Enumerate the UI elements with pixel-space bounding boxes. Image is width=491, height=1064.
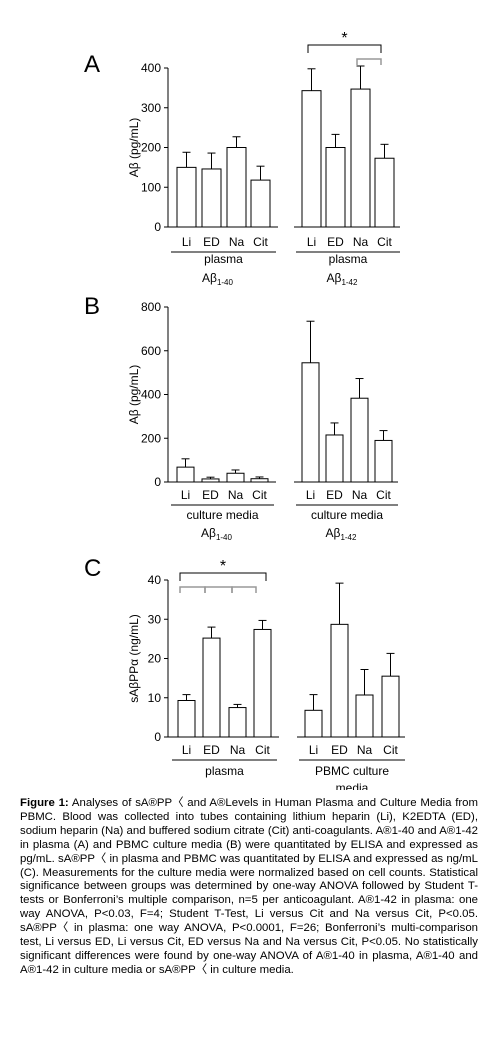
significance-bracket-sub — [231, 586, 257, 593]
y-axis-label: sAβPPα (ng/mL) — [127, 614, 141, 703]
category-label: Na — [228, 488, 244, 502]
y-tick-label: 800 — [141, 300, 161, 314]
y-tick-label: 400 — [141, 61, 161, 75]
bar — [177, 699, 196, 738]
category-label: ED — [331, 743, 348, 757]
category-label: Na — [352, 488, 368, 502]
category-label: Cit — [377, 235, 392, 249]
bar — [381, 675, 400, 738]
category-label: ED — [203, 743, 220, 757]
y-tick-label: 0 — [154, 220, 161, 234]
significance-bracket — [307, 44, 382, 53]
y-axis-label: Aβ (pg/mL) — [127, 118, 141, 178]
significance-bracket-sub — [204, 586, 233, 593]
bar — [176, 166, 197, 228]
y-tick-label: 200 — [141, 431, 161, 445]
category-label: ED — [203, 235, 220, 249]
bar — [301, 362, 320, 483]
group-label: plasma — [205, 764, 244, 778]
bar — [374, 439, 393, 483]
y-axis-label: Aβ (pg/mL) — [127, 365, 141, 425]
group-sublabel-subscript: 1-42 — [341, 278, 358, 287]
category-label: Li — [306, 488, 315, 502]
bar — [330, 623, 349, 738]
bar — [350, 88, 371, 228]
y-tick-label: 300 — [141, 101, 161, 115]
group-label: plasma — [329, 252, 368, 266]
y-tick-label: 400 — [141, 388, 161, 402]
bar — [226, 147, 247, 228]
bar — [201, 478, 220, 483]
caption-text: Analyses of sA®PP〈 and A®Levels in Human… — [20, 797, 478, 976]
bar — [226, 472, 245, 483]
bar — [201, 168, 222, 228]
bar — [325, 147, 346, 228]
category-label: Na — [357, 743, 373, 757]
significance-star: * — [220, 558, 226, 575]
panel-letter: C — [84, 555, 101, 582]
bar — [355, 694, 374, 738]
significance-star: * — [341, 30, 347, 47]
group-sublabel: media — [336, 781, 369, 790]
y-tick-label: 200 — [141, 141, 161, 155]
bar — [374, 157, 395, 228]
group-sublabel: Aβ1-40 — [201, 526, 232, 542]
group-sublabel: Aβ1-42 — [327, 271, 358, 287]
panel-b: B 0 200 400 600 800 Aβ (pg/mL) Li ED Na Cit culture… — [84, 293, 398, 542]
y-tick-label: 600 — [141, 344, 161, 358]
group-sublabel-subscript: 1-40 — [216, 533, 233, 542]
y-tick-label: 100 — [141, 180, 161, 194]
group-sublabel: Aβ1-42 — [326, 526, 357, 542]
bar — [304, 709, 323, 738]
category-label: Cit — [376, 488, 391, 502]
category-label: Li — [182, 743, 191, 757]
panel-a: A 0 100 200 300 400 Aβ (pg/mL) Li ED Na Cit plasma A… — [84, 30, 400, 287]
category-label: Cit — [255, 743, 270, 757]
category-label: Li — [307, 235, 316, 249]
significance-bracket — [179, 572, 267, 581]
group-label: PBMC culture — [315, 764, 389, 778]
y-tick-label: 10 — [148, 691, 162, 705]
panel-c: C 0 10 20 30 40 sAβPPα (ng/mL) Li ED Na Cit plasma L… — [84, 555, 405, 790]
figure-caption: Figure 1: Analyses of sA®PP〈 and A®Level… — [20, 797, 478, 978]
y-tick-label: 20 — [148, 652, 162, 666]
panel-letter: A — [84, 51, 100, 78]
category-label: Cit — [252, 488, 267, 502]
significance-bracket-sub — [179, 586, 206, 593]
bar — [253, 628, 272, 738]
panel-letter: B — [84, 293, 100, 320]
category-label: Li — [181, 488, 190, 502]
y-tick-label: 40 — [148, 573, 162, 587]
group-sublabel-subscript: 1-40 — [217, 278, 234, 287]
category-label: Na — [353, 235, 369, 249]
bar — [301, 90, 322, 228]
group-sublabel-subscript: 1-42 — [340, 533, 357, 542]
caption-lead: Figure 1: — [20, 797, 69, 809]
group-label: plasma — [204, 252, 243, 266]
y-tick-label: 30 — [148, 612, 162, 626]
group-sublabel: Aβ1-40 — [202, 271, 233, 287]
y-tick-label: 0 — [154, 475, 161, 489]
bar — [250, 179, 271, 228]
bar — [228, 707, 247, 738]
category-label: Li — [309, 743, 318, 757]
category-label: ED — [327, 235, 344, 249]
category-label: Na — [230, 743, 246, 757]
bar — [350, 397, 369, 483]
y-tick-label: 0 — [154, 730, 161, 744]
significance-bracket-sub — [356, 58, 382, 65]
category-label: Na — [229, 235, 245, 249]
bar — [202, 637, 221, 738]
category-label: Li — [182, 235, 191, 249]
category-label: Cit — [253, 235, 268, 249]
category-label: ED — [326, 488, 343, 502]
bar — [325, 434, 344, 483]
group-label: culture media — [311, 508, 383, 522]
group-label: culture media — [186, 508, 258, 522]
category-label: Cit — [383, 743, 398, 757]
category-label: ED — [202, 488, 219, 502]
bar — [250, 478, 269, 483]
bar — [176, 466, 195, 483]
